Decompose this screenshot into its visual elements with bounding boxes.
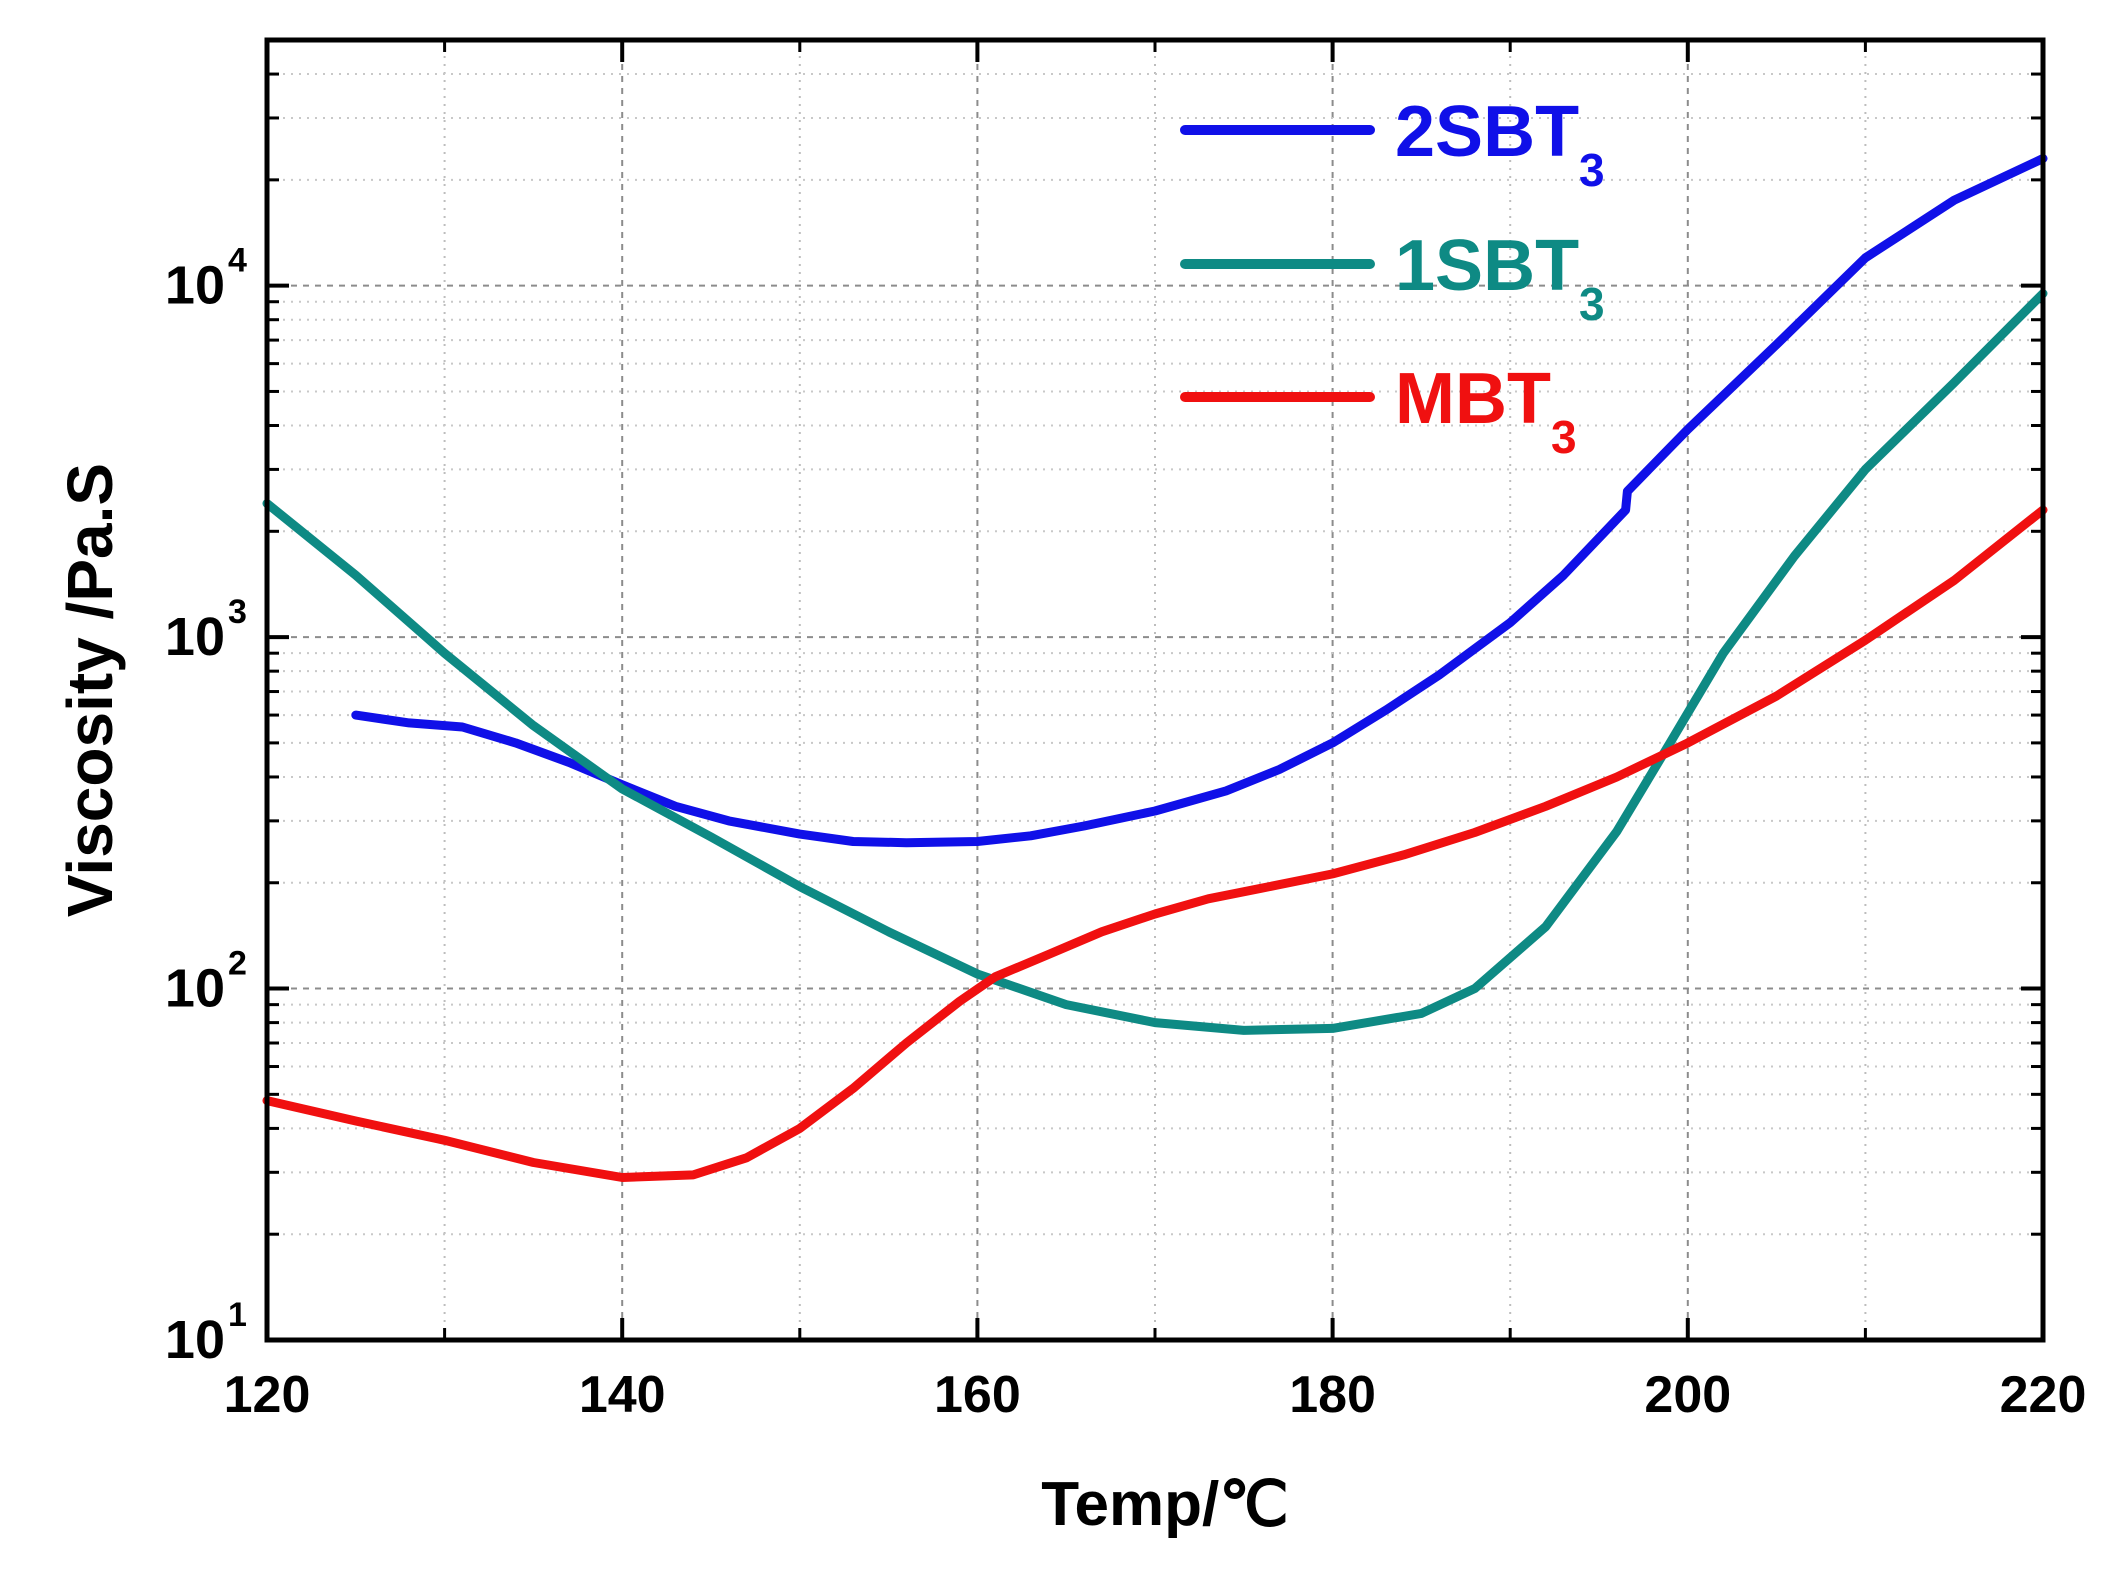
y-tick-label: 10: [165, 607, 225, 667]
plot-frame: [264, 37, 2046, 1343]
series-line-1sbt: [262, 289, 2048, 1035]
y-tick-exponent: 1: [228, 1296, 247, 1334]
x-tick-label: 160: [934, 1366, 1021, 1424]
x-axis-title: Temp/℃: [1041, 1470, 1289, 1539]
x-tick-label: 200: [1644, 1366, 1731, 1424]
grid-lines: [267, 40, 2043, 1340]
y-tick-exponent: 4: [228, 242, 247, 280]
y-tick-label: 10: [165, 1310, 225, 1370]
y-tick-exponent: 3: [228, 593, 247, 631]
x-tick-label: 140: [579, 1366, 666, 1424]
series-line-mbt: [262, 505, 2048, 1182]
x-tick-label: 220: [2000, 1366, 2087, 1424]
series-layer: [262, 154, 2048, 1182]
y-tick-label: 10: [165, 959, 225, 1019]
x-axis-ticks: 120 140 160 180 200 220: [224, 40, 2087, 1424]
y-axis-title: Viscosity /Pa.S: [54, 463, 126, 917]
y-tick-label: 10: [165, 256, 225, 316]
y-tick-exponent: 2: [228, 945, 247, 983]
x-tick-label: 180: [1289, 1366, 1376, 1424]
x-tick-label: 120: [224, 1366, 311, 1424]
